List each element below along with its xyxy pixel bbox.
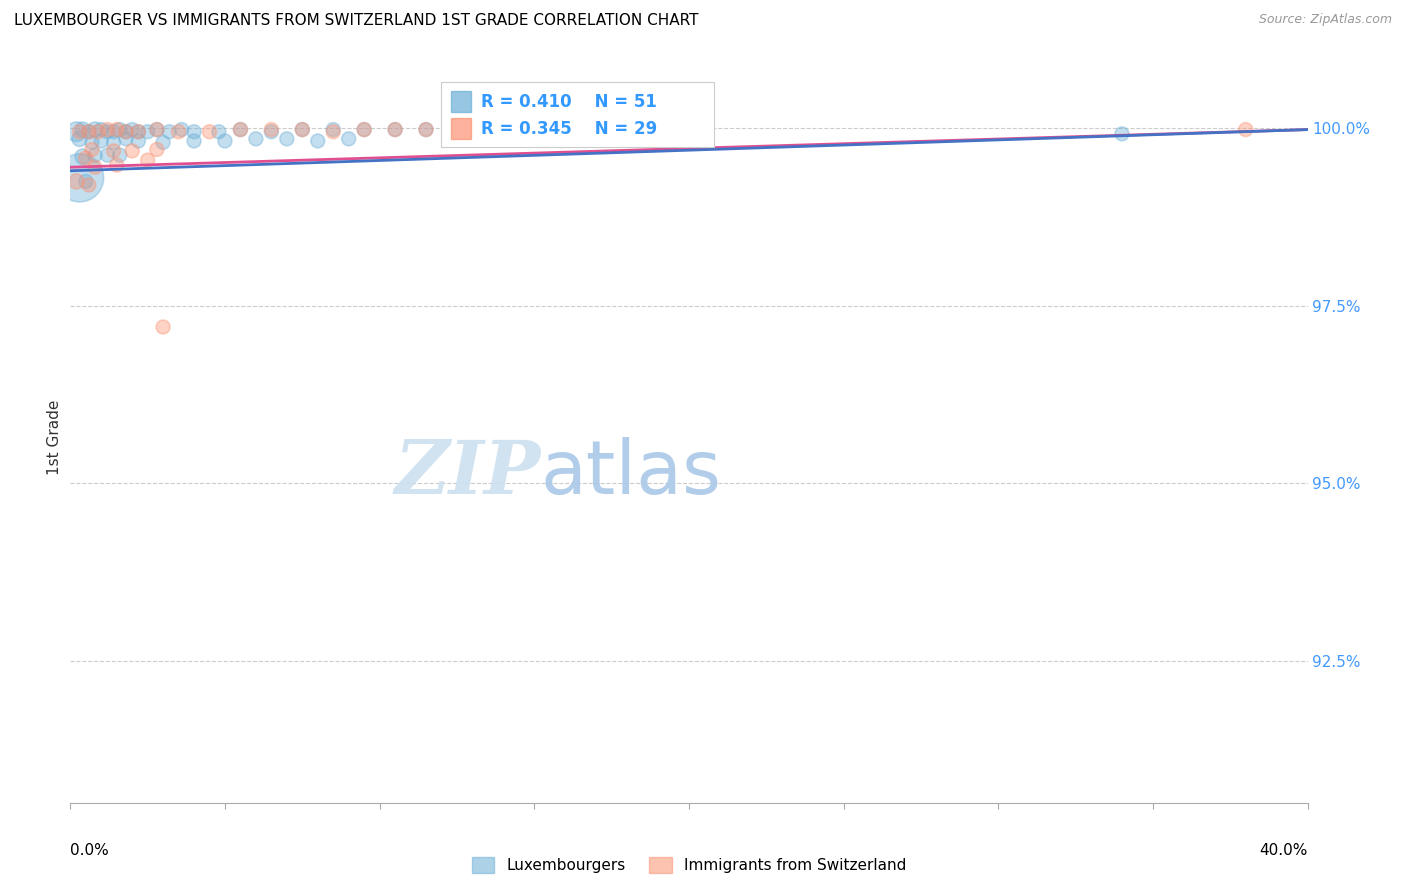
Point xyxy=(146,122,169,136)
Point xyxy=(84,148,107,162)
Point xyxy=(291,122,314,136)
Point xyxy=(415,122,437,136)
Point xyxy=(415,122,437,136)
Point xyxy=(322,125,344,139)
Point xyxy=(245,132,267,146)
Point xyxy=(96,125,118,139)
Point xyxy=(214,134,236,148)
Point xyxy=(569,122,592,136)
Text: R = 0.410    N = 51: R = 0.410 N = 51 xyxy=(481,93,657,111)
Point xyxy=(84,160,107,174)
Point xyxy=(337,132,360,146)
Bar xyxy=(451,119,471,139)
Point xyxy=(198,125,221,139)
Point xyxy=(103,136,125,150)
Point xyxy=(307,134,329,148)
Point xyxy=(146,122,169,136)
Point xyxy=(105,158,128,172)
Point xyxy=(146,143,169,157)
Text: 40.0%: 40.0% xyxy=(1260,843,1308,858)
Point xyxy=(384,122,406,136)
Point xyxy=(80,143,103,157)
Point xyxy=(121,144,143,158)
Text: 0.0%: 0.0% xyxy=(70,843,110,858)
Point xyxy=(90,134,112,148)
Point xyxy=(108,122,131,136)
Point xyxy=(90,122,112,136)
Point xyxy=(136,153,159,168)
Point xyxy=(96,148,118,162)
Point xyxy=(631,129,654,144)
Point xyxy=(121,122,143,136)
Point xyxy=(152,136,174,150)
Point xyxy=(183,134,205,148)
Point xyxy=(127,134,149,148)
Point xyxy=(152,320,174,334)
Point xyxy=(65,125,87,139)
Point xyxy=(103,144,125,158)
Point xyxy=(75,151,97,165)
Point xyxy=(77,125,100,139)
Point xyxy=(77,178,100,192)
FancyBboxPatch shape xyxy=(441,82,714,146)
Point xyxy=(127,125,149,139)
Point xyxy=(167,125,190,139)
Point xyxy=(446,122,468,136)
Point xyxy=(170,122,193,136)
Point xyxy=(105,122,128,136)
Point xyxy=(384,122,406,136)
Point xyxy=(103,125,125,139)
Point xyxy=(157,125,180,139)
Point xyxy=(260,122,283,136)
Point xyxy=(84,122,107,136)
Point xyxy=(115,125,138,139)
Point xyxy=(87,125,110,139)
Point xyxy=(69,132,91,146)
Point xyxy=(477,122,499,136)
Point xyxy=(260,125,283,139)
Point xyxy=(77,125,100,139)
Text: atlas: atlas xyxy=(540,437,721,510)
Point xyxy=(127,125,149,139)
Text: R = 0.345    N = 29: R = 0.345 N = 29 xyxy=(481,120,658,137)
Point xyxy=(80,136,103,150)
Point xyxy=(75,174,97,188)
Point xyxy=(65,174,87,188)
Point xyxy=(291,122,314,136)
Point xyxy=(69,125,91,139)
Point xyxy=(72,150,94,164)
Bar xyxy=(451,91,471,112)
Point xyxy=(115,132,138,146)
Point xyxy=(353,122,375,136)
Point xyxy=(322,122,344,136)
Point xyxy=(600,122,623,136)
Point xyxy=(115,125,138,139)
Point xyxy=(108,148,131,162)
Point xyxy=(276,132,298,146)
Point xyxy=(136,125,159,139)
Text: ZIP: ZIP xyxy=(394,437,540,510)
Y-axis label: 1st Grade: 1st Grade xyxy=(46,400,62,475)
Point xyxy=(229,122,252,136)
Point xyxy=(69,170,91,185)
Point xyxy=(183,125,205,139)
Text: LUXEMBOURGER VS IMMIGRANTS FROM SWITZERLAND 1ST GRADE CORRELATION CHART: LUXEMBOURGER VS IMMIGRANTS FROM SWITZERL… xyxy=(14,13,699,29)
Point xyxy=(72,122,94,136)
Point xyxy=(1111,127,1133,141)
Point xyxy=(96,122,118,136)
Legend: Luxembourgers, Immigrants from Switzerland: Luxembourgers, Immigrants from Switzerla… xyxy=(465,851,912,880)
Point xyxy=(508,122,530,136)
Point xyxy=(229,122,252,136)
Point xyxy=(538,122,561,136)
Point xyxy=(208,125,231,139)
Point xyxy=(1234,122,1257,136)
Text: Source: ZipAtlas.com: Source: ZipAtlas.com xyxy=(1258,13,1392,27)
Point xyxy=(353,122,375,136)
